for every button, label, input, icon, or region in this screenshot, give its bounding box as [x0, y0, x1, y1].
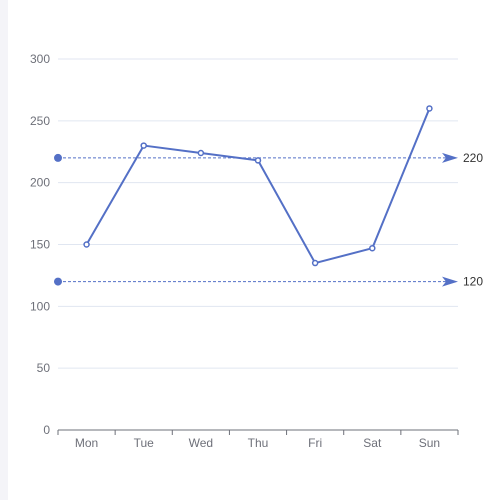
data-point[interactable]: [254, 157, 262, 164]
mark-line-arrow-icon: [442, 276, 458, 287]
x-tick-label: Fri: [308, 436, 322, 450]
chart-panel: [8, 0, 500, 500]
y-tick-label: 150: [30, 238, 50, 252]
data-point[interactable]: [311, 259, 319, 267]
mark-lines: 220 120: [54, 151, 483, 289]
x-tick-label: Sun: [419, 436, 440, 450]
series-line: [85, 108, 431, 265]
y-tick-label: 200: [30, 176, 50, 190]
x-tick-label: Tue: [134, 436, 155, 450]
y-tick-label: 100: [30, 299, 50, 313]
y-tick-label: 0: [43, 423, 50, 437]
y-tick-label: 300: [30, 52, 50, 66]
data-point[interactable]: [83, 241, 90, 248]
x-tick-label: Thu: [248, 436, 269, 450]
data-point[interactable]: [369, 244, 376, 252]
data-point[interactable]: [426, 105, 433, 112]
data-point[interactable]: [140, 142, 147, 149]
x-tick-label: Sat: [363, 436, 382, 450]
y-axis: 0 50 100 150 200 250 300: [30, 52, 50, 437]
grid-lines: [58, 58, 458, 369]
x-tick-label: Wed: [189, 436, 213, 450]
x-tick-label: Mon: [75, 436, 98, 450]
data-point[interactable]: [197, 149, 205, 157]
mark-line-start-dot: [54, 277, 62, 286]
x-axis: Mon Tue Wed Thu Fri Sat Sun: [57, 429, 459, 450]
series: [83, 105, 433, 267]
mark-line-arrow-icon: [442, 152, 458, 163]
y-tick-label: 50: [37, 361, 51, 375]
mark-line-label: 120: [463, 275, 483, 289]
mark-line-label: 220: [463, 151, 483, 165]
mark-line-start-dot: [54, 153, 62, 162]
y-tick-label: 250: [30, 114, 50, 128]
